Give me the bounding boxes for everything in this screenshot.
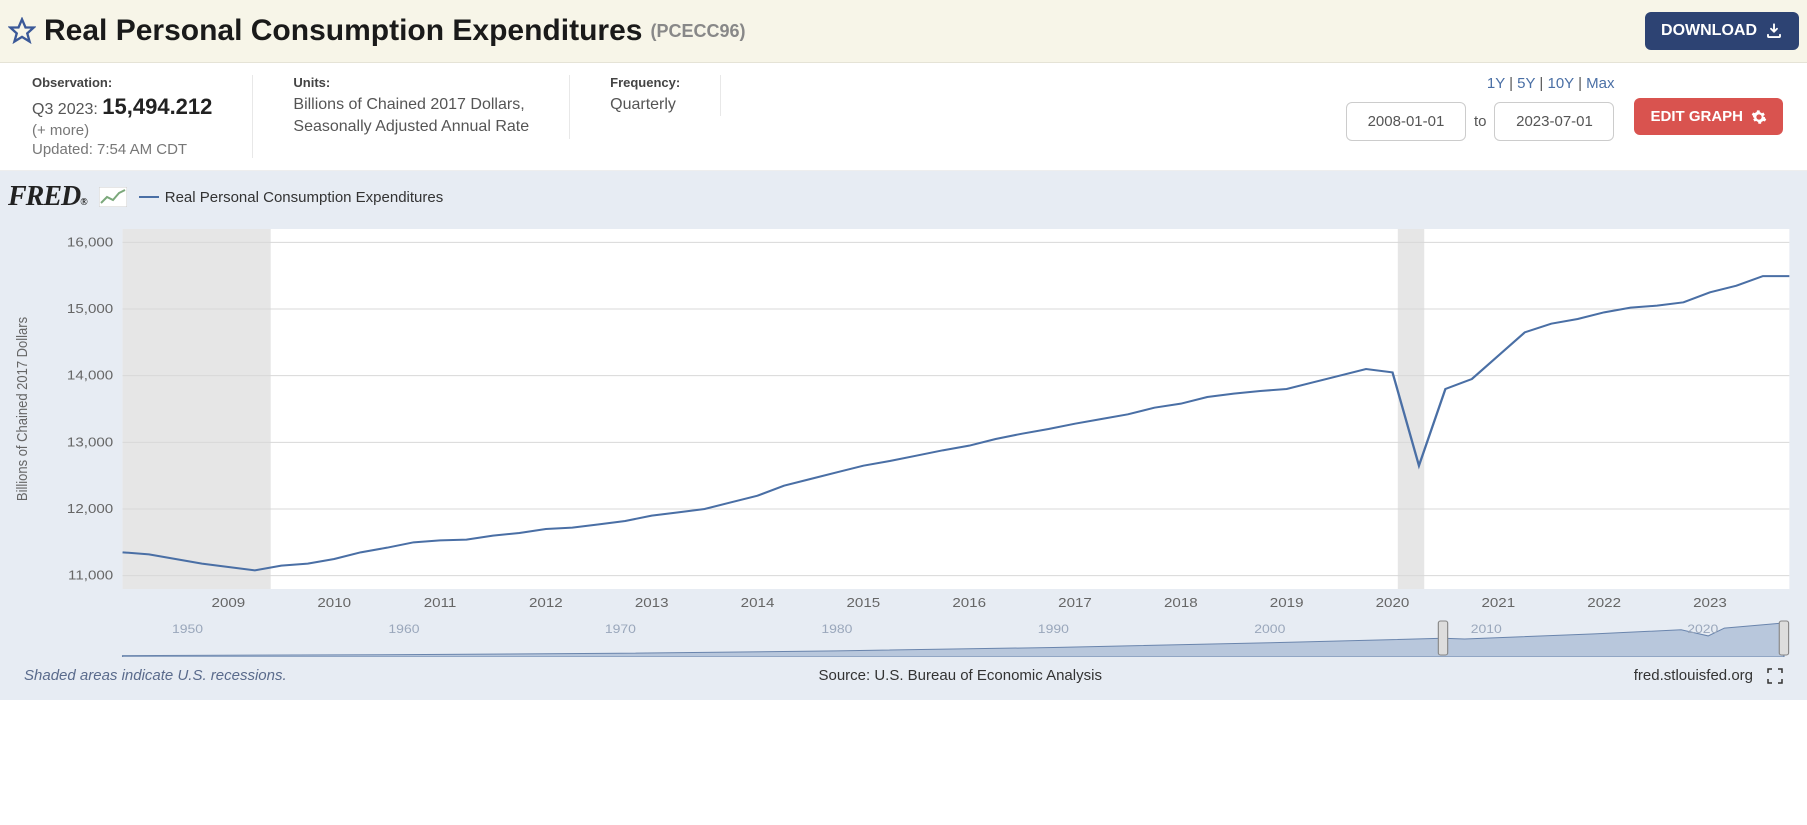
download-button[interactable]: DOWNLOAD bbox=[1645, 12, 1799, 50]
svg-text:2018: 2018 bbox=[1164, 595, 1198, 610]
svg-text:1980: 1980 bbox=[821, 622, 852, 636]
observation-more[interactable]: (+ more) bbox=[32, 122, 212, 139]
svg-text:1950: 1950 bbox=[172, 622, 203, 636]
zoom-1y[interactable]: 1Y bbox=[1487, 75, 1505, 92]
legend-row: FRED® Real Personal Consumption Expendit… bbox=[6, 175, 1801, 219]
svg-text:11,000: 11,000 bbox=[68, 568, 113, 583]
svg-text:1960: 1960 bbox=[388, 622, 419, 636]
footer-right: fred.stlouisfed.org bbox=[1634, 667, 1783, 684]
units-col: Units: Billions of Chained 2017 Dollars,… bbox=[293, 75, 570, 139]
navigator-chart[interactable]: 1950 1960 1970 1980 1990 2000 2010 2020 bbox=[6, 619, 1801, 657]
svg-text:14,000: 14,000 bbox=[67, 368, 113, 383]
gear-icon bbox=[1751, 109, 1767, 125]
svg-text:2012: 2012 bbox=[529, 595, 563, 610]
page-title: Real Personal Consumption Expenditures bbox=[44, 14, 642, 48]
zoom-links: 1Y | 5Y | 10Y | Max bbox=[1487, 75, 1615, 92]
footer-link[interactable]: fred.stlouisfed.org bbox=[1634, 667, 1753, 684]
legend-item[interactable]: Real Personal Consumption Expenditures bbox=[139, 189, 444, 206]
units-line1: Billions of Chained 2017 Dollars, bbox=[293, 94, 529, 116]
main-chart[interactable]: 11,000 12,000 13,000 14,000 15,000 16,000 2009… bbox=[6, 219, 1801, 619]
observation-label: Observation: bbox=[32, 75, 212, 90]
svg-text:2011: 2011 bbox=[424, 595, 457, 610]
observation-date: Q3 2023: bbox=[32, 101, 98, 118]
title-wrap: Real Personal Consumption Expenditures (… bbox=[8, 14, 745, 48]
chart-footer: Shaded areas indicate U.S. recessions. S… bbox=[6, 657, 1801, 690]
svg-text:2021: 2021 bbox=[1481, 595, 1515, 610]
frequency-col: Frequency: Quarterly bbox=[610, 75, 721, 116]
footer-source: Source: U.S. Bureau of Economic Analysis bbox=[818, 667, 1101, 684]
units-label: Units: bbox=[293, 75, 529, 90]
fred-logo: FRED® bbox=[8, 181, 87, 213]
svg-text:12,000: 12,000 bbox=[67, 501, 113, 516]
frequency-label: Frequency: bbox=[610, 75, 680, 90]
units-line2: Seasonally Adjusted Annual Rate bbox=[293, 116, 529, 138]
controls-right: 1Y | 5Y | 10Y | Max to bbox=[1346, 75, 1615, 141]
svg-text:2013: 2013 bbox=[635, 595, 669, 610]
fullscreen-icon[interactable] bbox=[1767, 668, 1783, 684]
meta-row: Observation: Q3 2023: 15,494.212 (+ more… bbox=[0, 63, 1807, 171]
legend-series-name: Real Personal Consumption Expenditures bbox=[165, 189, 444, 206]
series-id: (PCECC96) bbox=[650, 21, 745, 42]
edit-graph-button[interactable]: EDIT GRAPH bbox=[1634, 98, 1783, 135]
observation-updated: Updated: 7:54 AM CDT bbox=[32, 141, 212, 158]
edit-graph-label: EDIT GRAPH bbox=[1650, 108, 1743, 125]
svg-text:16,000: 16,000 bbox=[67, 234, 113, 249]
zoom-10y[interactable]: 10Y bbox=[1547, 75, 1573, 92]
svg-text:13,000: 13,000 bbox=[67, 434, 113, 449]
date-range: to bbox=[1346, 102, 1615, 141]
svg-text:2009: 2009 bbox=[212, 595, 246, 610]
to-label: to bbox=[1474, 113, 1487, 130]
logo-chart-icon bbox=[99, 187, 127, 207]
svg-text:2000: 2000 bbox=[1254, 622, 1285, 636]
observation-value-row: Q3 2023: 15,494.212 bbox=[32, 94, 212, 120]
header-bar: Real Personal Consumption Expenditures (… bbox=[0, 0, 1807, 63]
svg-text:1970: 1970 bbox=[605, 622, 636, 636]
footer-recession-note: Shaded areas indicate U.S. recessions. bbox=[24, 667, 287, 684]
legend-swatch bbox=[139, 196, 159, 198]
observation-value: 15,494.212 bbox=[102, 94, 212, 119]
download-label: DOWNLOAD bbox=[1661, 22, 1757, 40]
date-to-input[interactable] bbox=[1494, 102, 1614, 141]
observation-col: Observation: Q3 2023: 15,494.212 (+ more… bbox=[32, 75, 253, 158]
svg-text:1990: 1990 bbox=[1038, 622, 1069, 636]
download-icon bbox=[1765, 22, 1783, 40]
svg-text:15,000: 15,000 bbox=[67, 301, 113, 316]
svg-text:2010: 2010 bbox=[317, 595, 351, 610]
svg-text:2019: 2019 bbox=[1270, 595, 1304, 610]
svg-text:2020: 2020 bbox=[1687, 622, 1718, 636]
zoom-max[interactable]: Max bbox=[1586, 75, 1614, 92]
svg-text:2017: 2017 bbox=[1058, 595, 1092, 610]
svg-text:2015: 2015 bbox=[847, 595, 881, 610]
date-from-input[interactable] bbox=[1346, 102, 1466, 141]
svg-text:2016: 2016 bbox=[952, 595, 986, 610]
svg-text:2023: 2023 bbox=[1693, 595, 1727, 610]
svg-text:2010: 2010 bbox=[1471, 622, 1502, 636]
favorite-star-icon[interactable] bbox=[8, 17, 36, 45]
svg-text:2020: 2020 bbox=[1376, 595, 1410, 610]
chart-area: FRED® Real Personal Consumption Expendit… bbox=[0, 171, 1807, 700]
svg-text:2022: 2022 bbox=[1587, 595, 1621, 610]
zoom-5y[interactable]: 5Y bbox=[1517, 75, 1535, 92]
svg-text:2014: 2014 bbox=[741, 595, 775, 610]
svg-text:Billions of Chained 2017 Dolla: Billions of Chained 2017 Dollars bbox=[13, 317, 30, 501]
frequency-value: Quarterly bbox=[610, 94, 680, 116]
